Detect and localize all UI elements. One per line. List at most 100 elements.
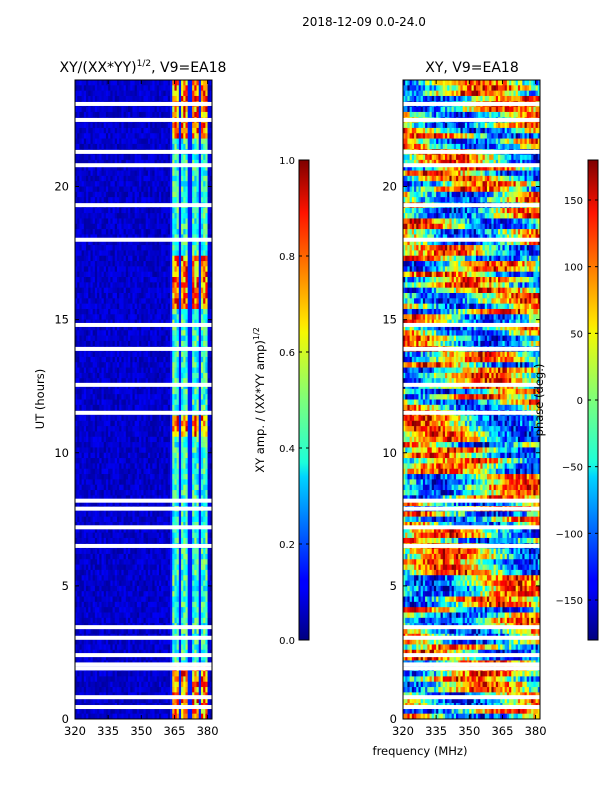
- heatmap-cell: [101, 223, 105, 230]
- heatmap-cell: [130, 442, 133, 448]
- heatmap-cell: [97, 234, 100, 241]
- heatmap-cell: [90, 415, 93, 422]
- heatmap-cell: [145, 484, 149, 491]
- heatmap-cell: [194, 372, 197, 379]
- heatmap-cell: [97, 218, 100, 225]
- heatmap-cell: [77, 330, 80, 336]
- heatmap-cell: [185, 293, 188, 299]
- heatmap-cell: [150, 207, 153, 214]
- heatmap-cell: [139, 287, 142, 294]
- heatmap-cell: [174, 239, 177, 246]
- heatmap-cell: [123, 218, 127, 225]
- heatmap-cell: [103, 362, 107, 368]
- heatmap-cell: [86, 319, 89, 326]
- heatmap-cell: [94, 372, 98, 379]
- heatmap-cell: [112, 378, 116, 384]
- heatmap-cell: [130, 484, 133, 491]
- heatmap-cell: [99, 324, 102, 331]
- heatmap-cell: [174, 324, 177, 331]
- heatmap-cell: [172, 340, 175, 347]
- heatmap-cell: [99, 85, 102, 91]
- heatmap-cell: [181, 154, 184, 161]
- heatmap-cell: [154, 362, 158, 368]
- heatmap-cell: [141, 426, 144, 432]
- heatmap-cell: [112, 138, 116, 145]
- heatmap-cell: [145, 293, 149, 299]
- heatmap-cell: [143, 186, 147, 193]
- heatmap-cell: [77, 234, 80, 241]
- heatmap-cell: [209, 90, 213, 97]
- heatmap-cell: [136, 452, 140, 459]
- heatmap-cell: [183, 223, 186, 230]
- heatmap-cell: [123, 85, 127, 91]
- heatmap-cell: [86, 474, 89, 480]
- heatmap-cell: [108, 218, 111, 225]
- heatmap-cell: [172, 266, 175, 273]
- heatmap-cell: [132, 143, 135, 150]
- heatmap-cell: [110, 447, 113, 454]
- heatmap-cell: [130, 426, 133, 432]
- heatmap-cell: [192, 436, 195, 443]
- heatmap-cell: [114, 159, 118, 166]
- heatmap-cell: [112, 127, 116, 134]
- heatmap-cell: [108, 271, 111, 278]
- heatmap-cell: [81, 122, 85, 129]
- heatmap-cell: [150, 90, 153, 97]
- heatmap-cell: [209, 372, 213, 379]
- heatmap-cell: [108, 458, 111, 464]
- heatmap-cell: [90, 500, 93, 507]
- heatmap-cell: [99, 415, 102, 422]
- heatmap-cell: [194, 324, 197, 331]
- heatmap-cell: [200, 319, 204, 326]
- heatmap-cell: [172, 319, 175, 326]
- heatmap-cell: [125, 261, 129, 267]
- heatmap-cell: [103, 282, 107, 288]
- heatmap-cell: [136, 213, 140, 219]
- heatmap-cell: [94, 175, 98, 182]
- heatmap-cell: [141, 229, 144, 235]
- heatmap-cell: [116, 154, 120, 161]
- heatmap-cell: [108, 436, 111, 443]
- heatmap-cell: [189, 356, 193, 363]
- heatmap-cell: [183, 127, 186, 134]
- heatmap-cell: [161, 287, 164, 294]
- heatmap-cell: [110, 85, 113, 91]
- heatmap-cell: [203, 399, 206, 406]
- heatmap-cell: [150, 490, 153, 496]
- heatmap-cell: [108, 468, 111, 475]
- heatmap-cell: [172, 351, 175, 358]
- heatmap-cell: [207, 351, 211, 358]
- heatmap-cell: [139, 340, 142, 347]
- heatmap-cell: [147, 431, 151, 438]
- heatmap-cell: [128, 415, 131, 422]
- heatmap-cell: [108, 362, 111, 368]
- heatmap-cell: [116, 170, 120, 177]
- heatmap-cell: [108, 90, 111, 97]
- heatmap-cell: [205, 143, 208, 150]
- heatmap-cell: [139, 293, 142, 299]
- heatmap-cell: [94, 388, 98, 395]
- heatmap-cell: [178, 500, 182, 507]
- heatmap-cell: [163, 442, 166, 448]
- heatmap-cell: [192, 218, 195, 225]
- heatmap-cell: [150, 372, 153, 379]
- heatmap-cell: [141, 500, 144, 507]
- heatmap-cell: [198, 335, 202, 342]
- heatmap-cell: [156, 186, 160, 193]
- heatmap-cell: [147, 111, 151, 118]
- heatmap-cell: [116, 367, 120, 374]
- heatmap-cell: [110, 197, 113, 203]
- heatmap-cell: [75, 239, 78, 246]
- heatmap-cell: [196, 484, 200, 491]
- heatmap-cell: [152, 394, 155, 400]
- heatmap-cell: [143, 436, 147, 443]
- heatmap-cell: [99, 106, 102, 113]
- heatmap-cell: [128, 111, 131, 118]
- heatmap-cell: [154, 495, 158, 501]
- heatmap-cell: [97, 420, 100, 427]
- heatmap-cell: [112, 399, 116, 406]
- heatmap-cell: [183, 330, 186, 336]
- heatmap-cell: [94, 133, 98, 139]
- heatmap-cell: [145, 378, 149, 384]
- heatmap-cell: [152, 293, 155, 299]
